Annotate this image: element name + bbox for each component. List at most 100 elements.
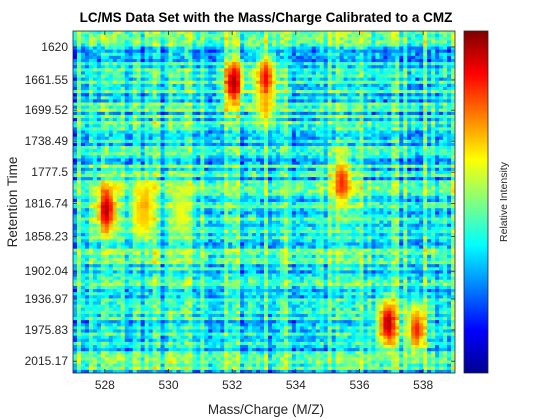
heatmap-cell xyxy=(275,96,281,100)
heatmap-cell xyxy=(347,96,352,100)
heatmap-cell xyxy=(419,164,424,169)
heatmap-cell xyxy=(172,149,177,153)
heatmap-cell xyxy=(216,40,221,44)
heatmap-cell xyxy=(359,149,364,153)
heatmap-cell xyxy=(431,189,436,194)
heatmap-cell xyxy=(359,90,364,94)
heatmap-cell xyxy=(164,46,169,51)
heatmap-cell xyxy=(73,62,78,66)
heatmap-cell xyxy=(92,158,98,162)
heatmap-cell xyxy=(291,170,297,175)
heatmap-cell xyxy=(423,121,428,125)
heatmap-cell xyxy=(403,186,408,190)
heatmap-cell xyxy=(232,105,237,110)
heatmap-cell xyxy=(287,108,293,113)
heatmap-cell xyxy=(367,31,372,35)
heatmap-cell xyxy=(84,62,90,66)
heatmap-cell xyxy=(212,189,217,194)
heatmap-cell xyxy=(176,111,181,116)
heatmap-cell xyxy=(275,65,281,69)
heatmap-cell xyxy=(419,74,424,79)
heatmap-cell xyxy=(291,177,297,181)
heatmap-cell xyxy=(112,93,118,97)
heatmap-cell xyxy=(120,31,126,35)
heatmap-cell xyxy=(343,93,348,97)
heatmap-cell xyxy=(204,121,209,125)
heatmap-cell xyxy=(144,146,150,150)
heatmap-cell xyxy=(236,149,241,153)
heatmap-cell xyxy=(343,58,348,63)
heatmap-cell xyxy=(112,77,118,82)
heatmap-cell xyxy=(387,31,392,35)
heatmap-cell xyxy=(184,80,189,85)
heatmap-cell xyxy=(144,155,150,159)
heatmap-cell xyxy=(299,62,305,66)
heatmap-cell xyxy=(73,164,78,169)
heatmap-cell xyxy=(188,189,193,194)
heatmap-cell xyxy=(419,77,424,82)
heatmap-cell xyxy=(256,40,261,44)
heatmap-cell xyxy=(120,52,126,57)
heatmap-cell xyxy=(447,161,452,166)
heatmap-cell xyxy=(315,71,321,75)
heatmap-cell xyxy=(224,74,229,79)
heatmap-cell xyxy=(160,108,165,113)
heatmap-cell xyxy=(303,96,309,100)
heatmap-cell xyxy=(367,74,372,79)
heatmap-cell xyxy=(295,142,301,147)
heatmap-cell xyxy=(228,80,233,85)
heatmap-cell xyxy=(228,142,233,147)
heatmap-cell xyxy=(343,90,348,94)
chart-title: LC/MS Data Set with the Mass/Charge Cali… xyxy=(80,10,453,25)
heatmap-cell xyxy=(240,158,245,162)
heatmap-cell xyxy=(327,55,333,60)
heatmap-cell xyxy=(391,111,396,116)
heatmap-cell xyxy=(264,105,269,110)
heatmap-cell xyxy=(108,183,114,187)
heatmap-cell xyxy=(411,186,416,190)
heatmap-cell xyxy=(128,52,134,57)
heatmap-cell xyxy=(447,108,452,113)
heatmap-cell xyxy=(303,133,309,138)
heatmap-cell xyxy=(375,174,380,178)
heatmap-cell xyxy=(407,43,412,47)
heatmap-cell xyxy=(411,77,416,82)
heatmap-cell xyxy=(84,114,90,119)
heatmap-cell xyxy=(339,127,344,131)
heatmap-cell xyxy=(379,40,384,44)
heatmap-cell xyxy=(100,167,106,172)
heatmap-cell xyxy=(212,152,217,156)
heatmap-cell xyxy=(92,31,98,35)
heatmap-cell xyxy=(415,86,420,91)
heatmap-cell xyxy=(76,96,82,100)
heatmap-cell xyxy=(383,124,388,128)
heatmap-cell xyxy=(216,161,221,166)
heatmap-cell xyxy=(327,189,333,194)
heatmap-cell xyxy=(88,186,94,190)
heatmap-cell xyxy=(335,83,341,88)
heatmap-cell xyxy=(347,158,352,162)
heatmap-cell xyxy=(140,90,146,94)
heatmap-cell xyxy=(327,152,333,156)
heatmap-cell xyxy=(411,177,416,181)
heatmap-cell xyxy=(431,96,436,100)
heatmap-cell xyxy=(327,43,333,47)
heatmap-cell xyxy=(303,77,309,82)
heatmap-cell xyxy=(379,127,384,131)
heatmap-cell xyxy=(73,65,78,69)
heatmap-cell xyxy=(192,146,197,150)
heatmap-cell xyxy=(84,52,90,57)
heatmap-cell xyxy=(331,127,337,131)
heatmap-cell xyxy=(343,65,348,69)
heatmap-cell xyxy=(439,189,444,194)
heatmap-cell xyxy=(427,146,432,150)
heatmap-cell xyxy=(367,158,372,162)
heatmap-cell xyxy=(387,40,392,44)
heatmap-cell xyxy=(184,62,189,66)
heatmap-cell xyxy=(152,86,157,91)
heatmap-cell xyxy=(248,77,253,82)
heatmap-cell xyxy=(395,139,400,144)
heatmap-cell xyxy=(84,161,90,166)
heatmap-cell xyxy=(160,158,165,162)
heatmap-cell xyxy=(327,90,333,94)
